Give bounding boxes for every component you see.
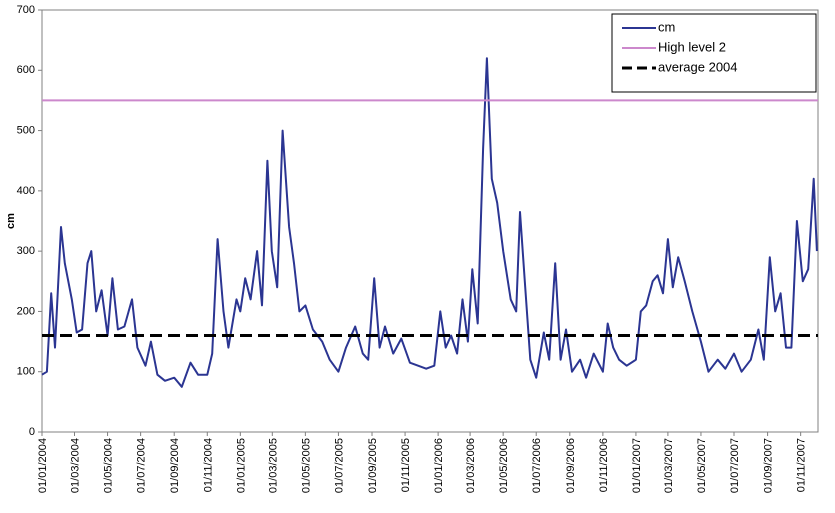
y-tick-label: 500 (17, 124, 35, 136)
x-tick-label: 01/01/2007 (631, 438, 643, 493)
x-tick-label: 01/11/2007 (796, 438, 808, 492)
x-tick-label: 01/07/2006 (531, 438, 543, 493)
y-tick-label: 100 (17, 366, 35, 378)
x-tick-label: 01/11/2004 (202, 438, 214, 492)
y-tick-label: 600 (17, 64, 35, 76)
data-line (41, 57, 818, 388)
x-tick-label: 01/05/2004 (103, 438, 115, 493)
x-tick-label: 01/11/2006 (598, 438, 610, 492)
legend (611, 13, 817, 93)
y-tick-label: 200 (17, 305, 35, 317)
legend-label: High level 2 (658, 39, 726, 54)
x-tick-label: 01/03/2007 (663, 438, 675, 493)
y-tick-label: 300 (17, 245, 35, 257)
x-tick-label: 01/05/2006 (498, 438, 510, 493)
x-tick-label: 01/07/2007 (729, 438, 741, 493)
y-tick-label: 0 (29, 426, 35, 438)
legend-label: cm (658, 19, 675, 34)
y-tick-label: 700 (17, 4, 35, 16)
x-tick-label: 01/05/2007 (696, 438, 708, 493)
x-tick-label: 01/03/2005 (267, 438, 279, 493)
y-tick-label: 400 (17, 185, 35, 197)
legend-label: average 2004 (658, 59, 738, 74)
x-tick-label: 01/09/2006 (565, 438, 577, 493)
y-axis-label: cm (5, 213, 17, 229)
x-tick-label: 01/09/2005 (367, 438, 379, 493)
x-tick-label: 01/07/2004 (136, 438, 148, 493)
x-tick-label: 01/03/2004 (70, 438, 82, 493)
x-tick-label: 01/01/2006 (433, 438, 445, 493)
x-tick-label: 01/09/2004 (169, 438, 181, 493)
x-tick-label: 01/03/2006 (465, 438, 477, 493)
x-tick-label: 01/07/2005 (333, 438, 345, 493)
x-tick-label: 01/01/2005 (235, 438, 247, 493)
x-tick-label: 01/01/2004 (37, 438, 49, 493)
plot-area (41, 9, 819, 433)
x-tick-label: 01/11/2005 (400, 438, 412, 492)
x-tick-label: 01/05/2005 (300, 438, 312, 493)
x-tick-label: 01/09/2007 (763, 438, 775, 493)
